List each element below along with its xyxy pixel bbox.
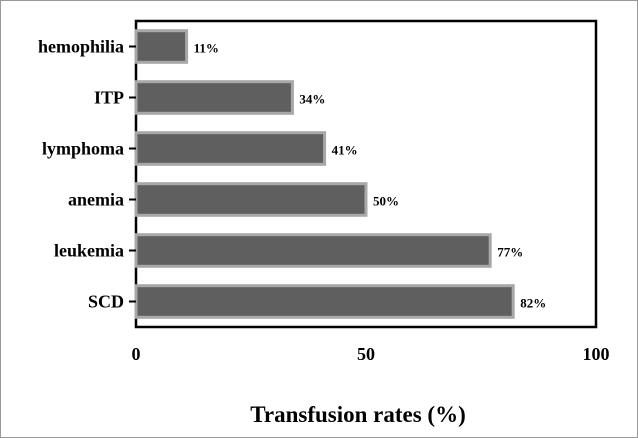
data-label-leukemia: 77%: [497, 245, 523, 260]
data-labels: 11% 34% 41% 50% 77% 82%: [194, 41, 547, 311]
category-label-anemia: anemia: [68, 190, 124, 210]
bar-hemophilia: [134, 29, 189, 64]
bar-scd: [134, 284, 515, 319]
plot-area: [134, 19, 598, 329]
category-label-scd: SCD: [88, 292, 124, 312]
data-label-hemophilia: 11%: [194, 41, 219, 56]
x-tick-label-50: 50: [357, 344, 375, 364]
bar-leukemia: [134, 233, 492, 268]
category-label-leukemia: leukemia: [54, 241, 124, 261]
bar-itp: [134, 80, 294, 115]
category-label-itp: ITP: [94, 88, 124, 108]
data-label-scd: 82%: [520, 296, 546, 311]
category-label-lymphoma: lymphoma: [42, 139, 124, 159]
x-axis-title: Transfusion rates (%): [250, 402, 466, 427]
x-tick-label-100: 100: [583, 344, 610, 364]
bar-lymphoma: [134, 131, 327, 166]
data-label-anemia: 50%: [373, 194, 399, 209]
bars-group: [134, 29, 515, 319]
data-label-itp: 34%: [299, 92, 325, 107]
x-tick-label-0: 0: [132, 344, 141, 364]
x-tick-labels: 0 50 100: [132, 344, 610, 364]
data-label-lymphoma: 41%: [332, 143, 358, 158]
category-labels: hemophilia ITP lymphoma anemia leukemia SCD: [38, 37, 124, 312]
y-tick-marks: [129, 45, 136, 303]
category-label-hemophilia: hemophilia: [38, 37, 124, 57]
bar-anemia: [134, 182, 368, 217]
